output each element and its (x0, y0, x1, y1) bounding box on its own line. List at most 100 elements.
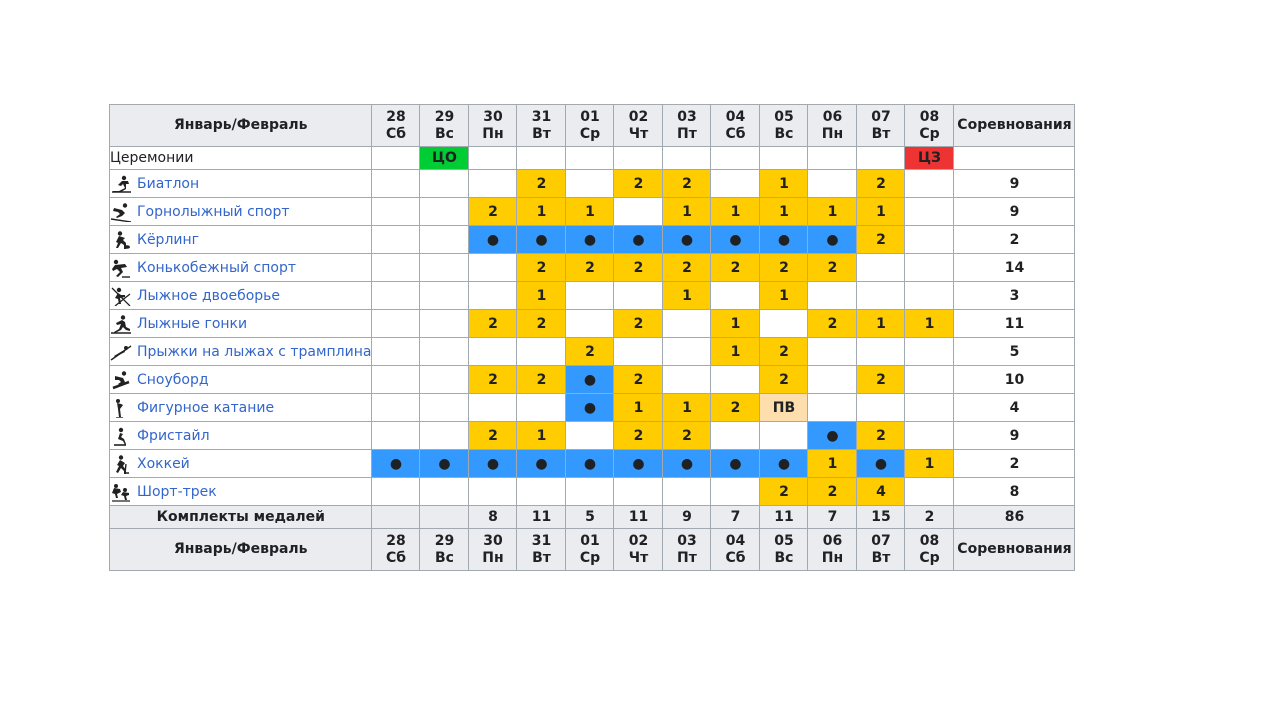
schedule-cell (904, 281, 955, 310)
date-header: 02 Чт (613, 104, 664, 147)
sport-link[interactable]: Фристайл (137, 427, 210, 444)
schedule-cell (516, 146, 567, 170)
date-header: 30 Пн (468, 104, 518, 147)
competition-day-cell: ● (759, 449, 809, 478)
medal-event-cell: 1 (710, 197, 761, 226)
sport-name-cell: Хоккей (108, 449, 373, 478)
schedule-cell (565, 477, 615, 506)
competition-day-cell: ● (371, 449, 421, 478)
schedule-cell (856, 337, 906, 366)
medal-event-cell: 1 (710, 337, 761, 366)
sport-link[interactable]: Фигурное катание (137, 399, 275, 416)
schedule-cell (371, 477, 421, 506)
closing-ceremony-cell: ЦЗ (904, 146, 955, 170)
competition-day-cell: ● (468, 225, 518, 254)
schedule-cell (662, 146, 712, 170)
sport-link[interactable]: Биатлон (137, 175, 200, 192)
schedule-cell (759, 309, 809, 338)
medal-event-cell: 2 (662, 253, 712, 282)
schedule-cell (613, 337, 664, 366)
date-header: 08 Ср (904, 528, 955, 571)
medal-event-cell: 1 (904, 449, 955, 478)
schedule-cell (419, 197, 470, 226)
medal-event-cell: 2 (759, 477, 809, 506)
schedule-cell (904, 197, 955, 226)
nordic-combined-icon (111, 286, 132, 307)
medal-totals-label: Комплекты медалей (108, 505, 373, 529)
date-header: 07 Вт (856, 104, 906, 147)
sport-row: Горнолыжный спорт 2 1 1 1 1 1 1 1 9 (108, 197, 1076, 226)
date-header: 06 Пн (807, 104, 858, 147)
medal-event-cell: 2 (613, 365, 664, 394)
schedule-cell (371, 169, 421, 198)
medal-event-cell: 2 (807, 309, 858, 338)
medal-event-cell: 2 (856, 421, 906, 450)
sport-link[interactable]: Лыжное двоеборье (137, 287, 281, 304)
competition-day-cell: ● (662, 449, 712, 478)
snowboard-icon (111, 370, 132, 390)
medal-grand-total: 86 (953, 505, 1076, 529)
competition-day-cell: ● (419, 449, 470, 478)
sport-name-cell: Сноуборд (108, 365, 373, 394)
header-row-top: Январь/Февраль 28 Сб 29 Вс 30 Пн 31 Вт 01 Ср … (108, 104, 1076, 147)
biathlon-icon (111, 174, 132, 194)
medal-event-cell: 1 (856, 197, 906, 226)
schedule-cell (371, 309, 421, 338)
schedule-cell (807, 393, 858, 422)
schedule-cell (419, 393, 470, 422)
schedule-cell (565, 169, 615, 198)
header-row-bottom: Январь/Февраль 28 Сб 29 Вс 30 Пн 31 Вт 01 Ср … (108, 528, 1076, 571)
schedule-cell (904, 337, 955, 366)
sport-link[interactable]: Кёрлинг (137, 231, 199, 248)
sport-link[interactable]: Лыжные гонки (137, 315, 248, 332)
date-header: 28 Сб (371, 104, 421, 147)
competitions-count: 10 (953, 365, 1076, 394)
competition-day-cell: ● (613, 449, 664, 478)
sport-link[interactable]: Горнолыжный спорт (137, 203, 290, 220)
date-header: 04 Сб (710, 528, 761, 571)
medal-event-cell: 1 (613, 393, 664, 422)
sport-link[interactable]: Сноуборд (137, 371, 209, 388)
schedule-cell (371, 146, 421, 170)
sport-name-cell: Горнолыжный спорт (108, 197, 373, 226)
schedule-cell (904, 225, 955, 254)
schedule-cell (371, 421, 421, 450)
competitions-count: 8 (953, 477, 1076, 506)
sport-row: Лыжное двоеборье 1 1 1 3 (108, 281, 1076, 310)
schedule-cell (565, 146, 615, 170)
schedule-cell (419, 281, 470, 310)
schedule-cell (710, 281, 761, 310)
date-header: 08 Ср (904, 104, 955, 147)
sport-link[interactable]: Конькобежный спорт (137, 259, 297, 276)
competitions-count: 5 (953, 337, 1076, 366)
schedule-cell (759, 421, 809, 450)
schedule-cell (565, 421, 615, 450)
competition-day-cell: ● (565, 365, 615, 394)
competitions-count: 3 (953, 281, 1076, 310)
medal-event-cell: 1 (662, 393, 712, 422)
competition-day-cell: ● (516, 449, 567, 478)
schedule-cell (807, 337, 858, 366)
sport-name-cell: Фристайл (108, 421, 373, 450)
date-header: 03 Пт (662, 528, 712, 571)
medal-total-cell: 7 (710, 505, 761, 529)
schedule-cell (565, 281, 615, 310)
schedule-cell (613, 197, 664, 226)
schedule-cell (468, 337, 518, 366)
sport-link[interactable]: Хоккей (137, 455, 190, 472)
schedule-cell (904, 365, 955, 394)
medal-event-cell: 2 (856, 169, 906, 198)
medal-event-cell: 1 (807, 197, 858, 226)
competition-day-cell: ● (565, 393, 615, 422)
schedule-cell (371, 281, 421, 310)
medal-event-cell: 2 (807, 253, 858, 282)
medal-total-cell: 11 (613, 505, 664, 529)
schedule-cell (807, 146, 858, 170)
short-track-icon (111, 482, 132, 502)
competition-day-cell: ● (565, 449, 615, 478)
sport-link[interactable]: Прыжки на лыжах с трамплина (137, 343, 372, 360)
sport-row: Биатлон 2 2 2 1 2 9 (108, 169, 1076, 198)
sport-link[interactable]: Шорт-трек (137, 483, 217, 500)
schedule-cell (371, 225, 421, 254)
schedule-cell (710, 365, 761, 394)
